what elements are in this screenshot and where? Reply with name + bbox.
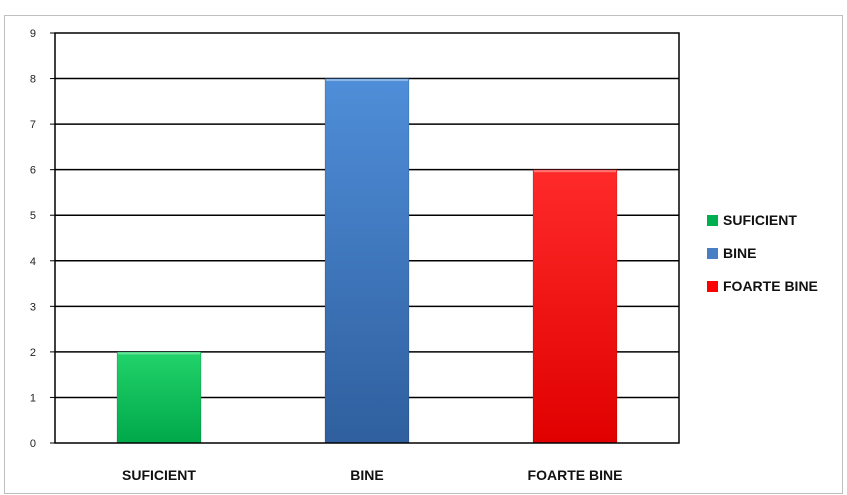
y-tick-label: 6	[30, 165, 36, 177]
y-tick-label: 2	[30, 347, 36, 359]
bar-highlight	[326, 79, 408, 82]
x-category-label: SUFICIENT	[122, 467, 196, 483]
y-tick-label: 3	[30, 301, 36, 313]
legend-label: BINE	[723, 245, 756, 261]
bar-foarte-bine	[532, 169, 618, 444]
axis-layer: 0 1 2 3 4 5 6 7 8 9 SUFICIENT BINE FOARTE BINE	[30, 28, 680, 483]
bar-highlight	[118, 352, 200, 355]
plot-area-border	[54, 32, 680, 444]
y-tick-label: 9	[30, 28, 36, 40]
y-tick-label: 4	[30, 256, 36, 268]
bar-bine	[324, 78, 410, 444]
bar-suficient	[116, 351, 202, 444]
y-tick-label: 1	[30, 392, 36, 404]
legend-swatch	[707, 215, 718, 226]
legend-label: SUFICIENT	[723, 212, 797, 228]
legend-swatch	[707, 281, 718, 292]
y-tick-label: 7	[30, 119, 36, 131]
legend-swatch	[707, 248, 718, 259]
legend-label: FOARTE BINE	[723, 278, 818, 294]
bar-highlight	[534, 170, 616, 173]
y-tick-label: 0	[30, 438, 36, 450]
y-tick-label: 5	[30, 210, 36, 222]
bar-layer	[116, 78, 618, 444]
legend: SUFICIENT BINE FOARTE BINE	[707, 212, 818, 294]
x-category-label: BINE	[350, 467, 383, 483]
x-category-label: FOARTE BINE	[528, 467, 623, 483]
y-tick-label: 8	[30, 74, 36, 86]
